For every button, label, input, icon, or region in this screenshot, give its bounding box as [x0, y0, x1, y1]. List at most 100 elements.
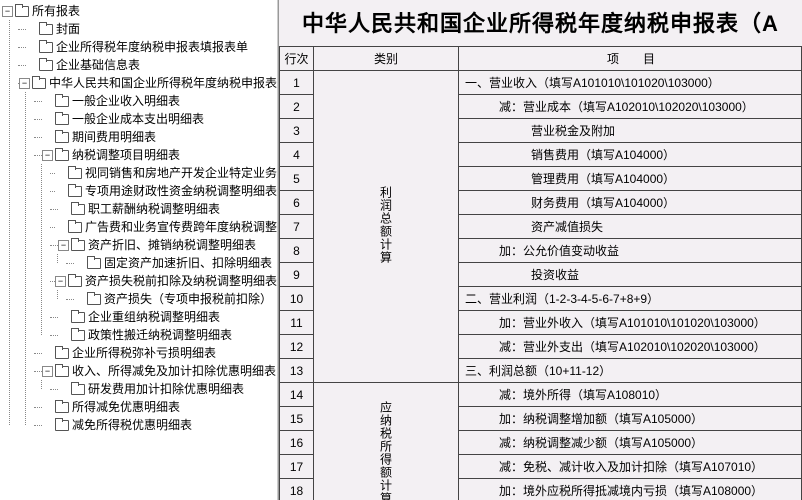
col-header-category: 类别 — [314, 47, 459, 71]
tree-item[interactable]: 职工薪酬纳税调整明细表 — [50, 200, 277, 218]
cell-line-number: 18 — [280, 479, 314, 500]
tree-item[interactable]: 期间费用明细表 — [34, 128, 277, 146]
tree-root[interactable]: − 所有报表 — [2, 2, 277, 20]
table-header-row: 行次 类别 项 目 — [280, 47, 802, 71]
cell-category: 利润总额计算 — [314, 71, 459, 383]
tree-item[interactable]: 广告费和业务宣传费跨年度纳税调整 — [50, 218, 277, 236]
folder-icon — [39, 60, 53, 71]
cell-item: 一、营业收入（填写A101010\101020\103000） — [459, 71, 802, 95]
tree-item[interactable]: 固定资产加速折旧、扣除明细表 — [66, 254, 277, 272]
folder-icon — [71, 204, 85, 215]
folder-icon — [87, 258, 101, 269]
folder-icon — [68, 276, 82, 287]
folder-icon — [68, 186, 82, 197]
cell-line-number: 17 — [280, 455, 314, 479]
tree-item[interactable]: 专项用途财政性资金纳税调整明细表 — [50, 182, 277, 200]
cell-item: 加：境外应税所得抵减境内亏损（填写A108000） — [459, 479, 802, 500]
cell-line-number: 11 — [280, 311, 314, 335]
table-row: 1利润总额计算一、营业收入（填写A101010\101020\103000） — [280, 71, 802, 95]
cell-item: 加：纳税调整增加额（填写A105000） — [459, 407, 802, 431]
cell-line-number: 5 — [280, 167, 314, 191]
folder-icon — [55, 150, 69, 161]
collapse-icon[interactable]: − — [58, 240, 69, 251]
folder-icon — [55, 114, 69, 125]
col-header-item: 项 目 — [459, 47, 802, 71]
collapse-icon[interactable]: − — [42, 366, 53, 377]
folder-icon — [55, 402, 69, 413]
cell-item: 加：营业外收入（填写A101010\101020\103000） — [459, 311, 802, 335]
page-title: 中华人民共和国企业所得税年度纳税申报表（A — [279, 0, 802, 46]
cell-item: 减：免税、减计收入及加计扣除（填写A107010） — [459, 455, 802, 479]
folder-icon — [71, 330, 85, 341]
col-header-line: 行次 — [280, 47, 314, 71]
folder-icon — [71, 240, 85, 251]
folder-icon — [32, 78, 46, 89]
cell-line-number: 8 — [280, 239, 314, 263]
cell-category: 应纳税所得额计算 — [314, 383, 459, 500]
cell-line-number: 2 — [280, 95, 314, 119]
folder-icon — [68, 222, 82, 233]
collapse-icon[interactable]: − — [42, 150, 53, 161]
cell-line-number: 4 — [280, 143, 314, 167]
cell-item: 减：纳税调整减少额（填写A105000） — [459, 431, 802, 455]
collapse-icon[interactable]: − — [2, 6, 13, 17]
tree-item[interactable]: 资产损失（专项申报税前扣除） — [66, 290, 277, 308]
cell-item: 财务费用（填写A104000） — [459, 191, 802, 215]
cell-item: 资产减值损失 — [459, 215, 802, 239]
cell-item: 投资收益 — [459, 263, 802, 287]
folder-icon — [87, 294, 101, 305]
collapse-icon[interactable]: − — [19, 78, 30, 89]
cell-line-number: 14 — [280, 383, 314, 407]
folder-icon — [55, 420, 69, 431]
cell-item: 减：营业外支出（填写A102010\102020\103000） — [459, 335, 802, 359]
tree-item[interactable]: 研发费用加计扣除优惠明细表 — [50, 380, 277, 398]
folder-icon — [39, 24, 53, 35]
cell-line-number: 12 — [280, 335, 314, 359]
tree-item[interactable]: −纳税调整项目明细表 — [34, 146, 277, 164]
folder-icon — [68, 168, 82, 179]
cell-line-number: 7 — [280, 215, 314, 239]
tree-item[interactable]: 减免所得税优惠明细表 — [34, 416, 277, 434]
folder-icon — [55, 366, 69, 377]
folder-icon — [71, 312, 85, 323]
folder-icon — [39, 42, 53, 53]
folder-icon — [55, 96, 69, 107]
tree-item[interactable]: −收入、所得减免及加计扣除优惠明细表 — [34, 362, 277, 380]
cell-line-number: 1 — [280, 71, 314, 95]
tree-item[interactable]: −中华人民共和国企业所得税年度纳税申报表 — [18, 74, 277, 92]
cell-item: 三、利润总额（10+11-12） — [459, 359, 802, 383]
tree-item[interactable]: 企业重组纳税调整明细表 — [50, 308, 277, 326]
cell-item: 减：境外所得（填写A108010） — [459, 383, 802, 407]
folder-icon — [71, 384, 85, 395]
tree-item[interactable]: 企业基础信息表 — [18, 56, 277, 74]
cell-item: 减：营业成本（填写A102010\102020\103000） — [459, 95, 802, 119]
tree-label[interactable]: 所有报表 — [32, 2, 80, 20]
report-table: 行次 类别 项 目 1利润总额计算一、营业收入（填写A101010\101020… — [279, 46, 802, 500]
tree-item[interactable]: −资产损失税前扣除及纳税调整明细表 — [50, 272, 277, 290]
cell-line-number: 9 — [280, 263, 314, 287]
cell-item: 加：公允价值变动收益 — [459, 239, 802, 263]
cell-line-number: 16 — [280, 431, 314, 455]
tree-item[interactable]: 一般企业收入明细表 — [34, 92, 277, 110]
tree-item[interactable]: 企业所得税年度纳税申报表填报表单 — [18, 38, 277, 56]
cell-item: 营业税金及附加 — [459, 119, 802, 143]
cell-line-number: 10 — [280, 287, 314, 311]
tree-item[interactable]: 所得减免优惠明细表 — [34, 398, 277, 416]
cell-line-number: 13 — [280, 359, 314, 383]
collapse-icon[interactable]: − — [55, 276, 66, 287]
cell-item: 销售费用（填写A104000） — [459, 143, 802, 167]
table-row: 14应纳税所得额计算减：境外所得（填写A108010） — [280, 383, 802, 407]
tree-item[interactable]: 封面 — [18, 20, 277, 38]
tree-item[interactable]: −资产折旧、摊销纳税调整明细表 — [50, 236, 277, 254]
tree-item[interactable]: 政策性搬迁纳税调整明细表 — [50, 326, 277, 344]
report-tree: − 所有报表 封面 企业所得税年度纳税申报表填报表单 企业基础信息表 −中华人民… — [0, 0, 278, 500]
folder-icon — [15, 6, 29, 17]
folder-icon — [55, 348, 69, 359]
tree-item[interactable]: 一般企业成本支出明细表 — [34, 110, 277, 128]
cell-line-number: 15 — [280, 407, 314, 431]
tree-item[interactable]: 企业所得税弥补亏损明细表 — [34, 344, 277, 362]
main-panel: 中华人民共和国企业所得税年度纳税申报表（A 行次 类别 项 目 1利润总额计算一… — [278, 0, 802, 500]
cell-line-number: 3 — [280, 119, 314, 143]
cell-line-number: 6 — [280, 191, 314, 215]
tree-item[interactable]: 视同销售和房地产开发企业特定业务 — [50, 164, 277, 182]
